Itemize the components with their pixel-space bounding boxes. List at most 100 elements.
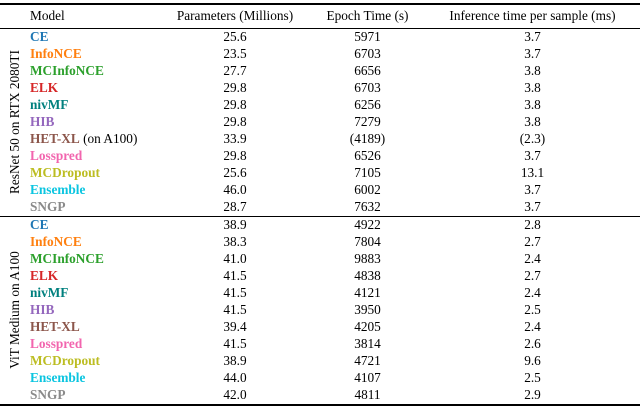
model-name: ELK bbox=[30, 80, 59, 95]
model-name: CE bbox=[30, 217, 49, 232]
table-row: Losspred 29.8 6526 3.7 bbox=[0, 148, 640, 165]
model-name: nivMF bbox=[30, 97, 69, 112]
inference-cell: 2.8 bbox=[524, 217, 541, 232]
table-header: Model Parameters (Millions) Epoch Time (… bbox=[0, 4, 640, 28]
header-row: Model Parameters (Millions) Epoch Time (… bbox=[0, 4, 640, 28]
epoch-cell: 3950 bbox=[354, 302, 381, 317]
model-cell: InfoNCE bbox=[30, 234, 160, 251]
model-cell: Ensemble bbox=[30, 370, 160, 387]
model-name: MCDropout bbox=[30, 353, 100, 368]
inference-cell: 3.8 bbox=[524, 114, 541, 129]
row-group: ViT Medium on A100 CE 38.9 4922 2.8 InfoNCE 38… bbox=[0, 216, 640, 405]
model-cell: HET-XL bbox=[30, 319, 160, 336]
epoch-cell: 6703 bbox=[354, 46, 381, 61]
params-cell: 29.8 bbox=[223, 80, 247, 95]
inference-cell: 3.7 bbox=[524, 46, 541, 61]
model-name: SNGP bbox=[30, 387, 66, 402]
inference-cell: 3.7 bbox=[524, 199, 541, 214]
params-cell: 39.4 bbox=[223, 319, 247, 334]
epoch-cell: 7632 bbox=[354, 199, 381, 214]
model-name: HIB bbox=[30, 114, 55, 129]
table-row: ELK 41.5 4838 2.7 bbox=[0, 268, 640, 285]
inference-cell: 13.1 bbox=[520, 165, 545, 180]
model-cell: ELK bbox=[30, 268, 160, 285]
inference-cell: 2.5 bbox=[524, 370, 541, 385]
params-cell: 29.8 bbox=[223, 97, 247, 112]
benchmark-results-table: Model Parameters (Millions) Epoch Time (… bbox=[0, 3, 640, 406]
model-cell: HET-XL (on A100) bbox=[30, 131, 160, 148]
epoch-cell: 6703 bbox=[354, 80, 381, 95]
model-name: Ensemble bbox=[30, 182, 86, 197]
inference-cell: 2.7 bbox=[524, 234, 541, 249]
inference-cell: 9.6 bbox=[524, 353, 541, 368]
params-cell: 25.6 bbox=[223, 165, 247, 180]
model-cell: nivMF bbox=[30, 97, 160, 114]
model-suffix: (on A100) bbox=[79, 131, 138, 146]
model-cell: CE bbox=[30, 28, 160, 46]
params-cell: 29.8 bbox=[223, 148, 247, 163]
params-cell: 41.5 bbox=[223, 336, 247, 351]
model-name: HET-XL bbox=[30, 319, 80, 334]
model-name: InfoNCE bbox=[30, 46, 82, 61]
epoch-cell: 4121 bbox=[354, 285, 381, 300]
model-cell: HIB bbox=[30, 302, 160, 319]
table-row: HIB 41.5 3950 2.5 bbox=[0, 302, 640, 319]
epoch-cell: 9883 bbox=[354, 251, 381, 266]
epoch-cell: 6656 bbox=[354, 63, 381, 78]
params-cell: 41.5 bbox=[223, 268, 247, 283]
inference-cell: 2.9 bbox=[524, 387, 541, 402]
epoch-cell: 6256 bbox=[354, 97, 381, 112]
table-row: ViT Medium on A100 CE 38.9 4922 2.8 bbox=[0, 216, 640, 369]
table-row: nivMF 41.5 4121 2.4 bbox=[0, 285, 640, 302]
params-cell: 42.0 bbox=[223, 387, 247, 402]
table-row: nivMF 29.8 6256 3.8 bbox=[0, 97, 640, 114]
table-row: Losspred 41.5 3814 2.6 bbox=[0, 336, 640, 353]
model-cell: MCInfoNCE bbox=[30, 63, 160, 80]
table-row: HET-XL (on A100) 33.9 (4189) (2.3) bbox=[0, 131, 640, 148]
inference-cell: 2.4 bbox=[524, 285, 541, 300]
model-name: MCInfoNCE bbox=[30, 63, 104, 78]
model-cell: Losspred bbox=[30, 148, 160, 165]
epoch-cell: 4721 bbox=[354, 353, 381, 368]
inference-cell: 3.8 bbox=[524, 97, 541, 112]
params-cell: 46.0 bbox=[223, 182, 247, 197]
inference-cell: 2.7 bbox=[524, 268, 541, 283]
model-name: Ensemble bbox=[30, 370, 86, 385]
epoch-cell: 4838 bbox=[354, 268, 381, 283]
params-cell: 33.9 bbox=[223, 131, 247, 146]
epoch-cell: 6002 bbox=[354, 182, 381, 197]
table-row: SNGP 28.7 7632 3.7 bbox=[0, 199, 640, 217]
model-name: MCInfoNCE bbox=[30, 251, 104, 266]
params-cell: 38.3 bbox=[223, 234, 247, 249]
epoch-cell: 4205 bbox=[354, 319, 381, 334]
model-cell: SNGP bbox=[30, 387, 160, 405]
inference-cell: 3.8 bbox=[524, 63, 541, 78]
model-cell: MCDropout bbox=[30, 353, 160, 370]
params-cell: 27.7 bbox=[223, 63, 247, 78]
model-name: HET-XL bbox=[30, 131, 80, 146]
epoch-cell: 7105 bbox=[354, 165, 381, 180]
epoch-cell: 7804 bbox=[354, 234, 381, 249]
inference-cell: 3.7 bbox=[524, 148, 541, 163]
epoch-cell: 4107 bbox=[354, 370, 381, 385]
params-cell: 41.0 bbox=[223, 251, 247, 266]
row-group: ResNet 50 on RTX 2080TI CE 25.6 5971 3.7 Info… bbox=[0, 28, 640, 216]
group-label-cell: ResNet 50 on RTX 2080TI bbox=[0, 28, 30, 216]
table-row: Ensemble 44.0 4107 2.5 bbox=[0, 370, 640, 387]
table-row: InfoNCE 23.5 6703 3.7 bbox=[0, 46, 640, 63]
model-cell: CE bbox=[30, 216, 160, 234]
model-name: Losspred bbox=[30, 336, 83, 351]
model-name: HIB bbox=[30, 302, 55, 317]
column-header-epoch-time: Epoch Time (s) bbox=[326, 8, 409, 24]
model-name: CE bbox=[30, 29, 49, 44]
model-name: MCDropout bbox=[30, 165, 100, 180]
model-cell: MCInfoNCE bbox=[30, 251, 160, 268]
inference-cell: 3.8 bbox=[524, 80, 541, 95]
model-name: SNGP bbox=[30, 199, 66, 214]
epoch-cell: 4811 bbox=[354, 387, 381, 402]
model-cell: MCDropout bbox=[30, 165, 160, 182]
model-cell: HIB bbox=[30, 114, 160, 131]
column-header-parameters: Parameters (Millions) bbox=[176, 8, 294, 24]
params-cell: 41.5 bbox=[223, 285, 247, 300]
